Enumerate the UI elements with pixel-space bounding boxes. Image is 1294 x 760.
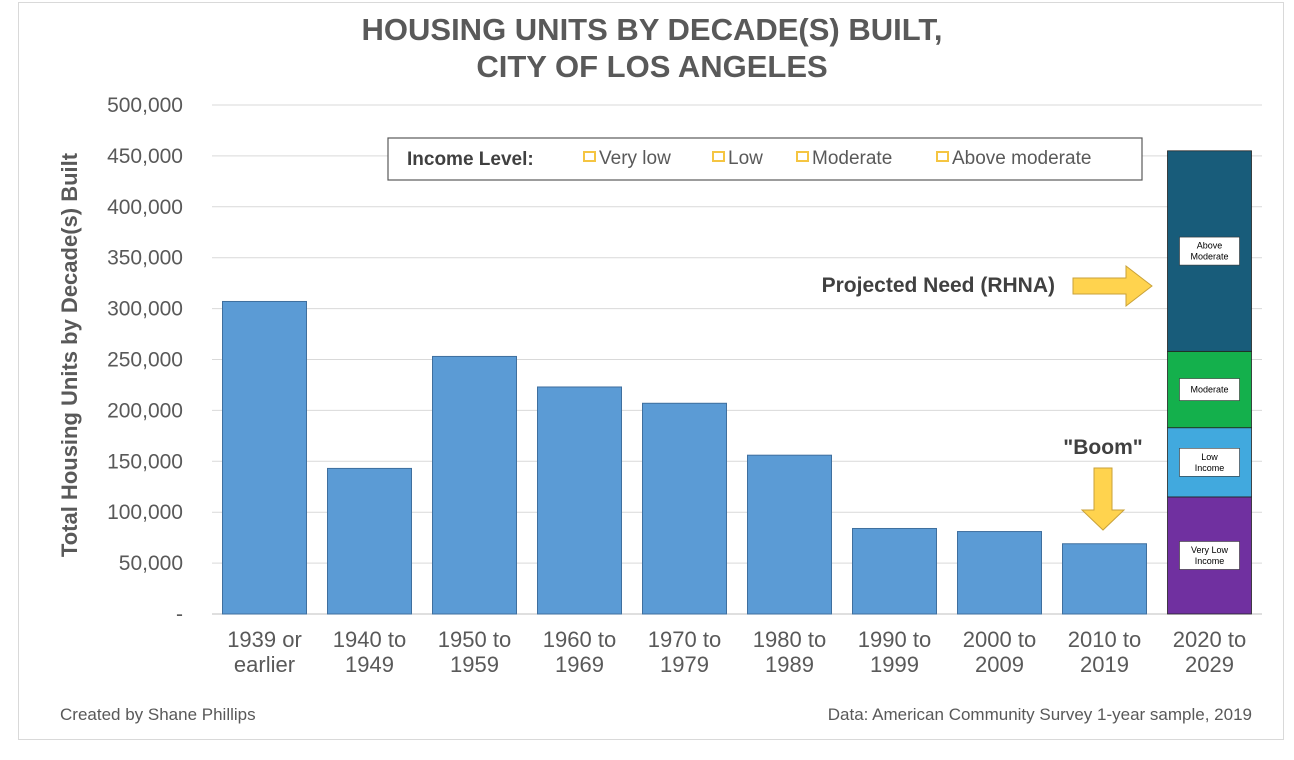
category-label: 2009 — [975, 652, 1024, 677]
y-tick-label: 500,000 — [107, 94, 183, 117]
category-label: 1979 — [660, 652, 709, 677]
bar — [537, 386, 622, 615]
legend-item-label: Moderate — [812, 148, 892, 169]
legend-title: Income Level: — [407, 149, 534, 170]
legend: Income Level: Very low Low Moderate Above m… — [387, 137, 1143, 181]
y-tick-label: 50,000 — [119, 552, 183, 575]
category-label: 1949 — [345, 652, 394, 677]
category-label: 2029 — [1185, 652, 1234, 677]
bar — [642, 402, 727, 615]
footer-credit: Created by Shane Phillips — [60, 705, 256, 724]
bar — [747, 454, 832, 615]
category-label: 1960 to — [543, 627, 616, 652]
y-tick-label: - — [176, 603, 183, 626]
segment-label: Income — [1195, 556, 1225, 566]
category-label: 2000 to — [963, 627, 1036, 652]
legend-marker-icon — [712, 151, 725, 162]
category-label: 1940 to — [333, 627, 406, 652]
y-tick-label: 200,000 — [107, 399, 183, 422]
segment-label: Moderate — [1190, 385, 1228, 395]
category-label: 2010 to — [1068, 627, 1141, 652]
legend-marker-icon — [583, 151, 596, 162]
legend-box — [387, 137, 1143, 181]
bar — [327, 467, 412, 615]
boom-arrow-icon — [1080, 467, 1126, 531]
category-label: 1990 to — [858, 627, 931, 652]
legend-item-label: Above moderate — [952, 148, 1091, 169]
segment-label: Very Low — [1191, 545, 1229, 555]
y-tick-label: 350,000 — [107, 247, 183, 270]
y-axis-title: Total Housing Units by Decade(s) Built — [57, 152, 82, 557]
legend-marker-icon — [796, 151, 809, 162]
category-label: 1969 — [555, 652, 604, 677]
legend-item-label: Very low — [599, 148, 671, 169]
segment-label: Above — [1197, 241, 1223, 251]
segment-label: Moderate — [1190, 252, 1228, 262]
projected-need-label: Projected Need (RHNA) — [822, 274, 1055, 297]
y-axis-ticks: - 50,000 100,000 150,000 200,000 250,000 300,0… — [107, 94, 183, 626]
projected-need-arrow-icon — [1072, 264, 1153, 308]
chart-title-line-1: HOUSING UNITS BY DECADE(S) BUILT, — [362, 12, 943, 47]
y-tick-label: 400,000 — [107, 196, 183, 219]
bar — [432, 355, 517, 615]
category-label: 1950 to — [438, 627, 511, 652]
bar — [1062, 543, 1147, 615]
y-tick-label: 100,000 — [107, 501, 183, 524]
category-label: 1959 — [450, 652, 499, 677]
y-tick-label: 300,000 — [107, 298, 183, 321]
bar — [852, 527, 937, 615]
y-tick-label: 150,000 — [107, 450, 183, 473]
category-label: 1970 to — [648, 627, 721, 652]
y-tick-label: 450,000 — [107, 145, 183, 168]
segment-label-box — [1179, 236, 1240, 266]
segment-label: Low — [1201, 452, 1218, 462]
legend-marker-icon — [936, 151, 949, 162]
boom-label: "Boom" — [1063, 436, 1142, 459]
category-label: 1999 — [870, 652, 919, 677]
segment-label-box — [1179, 448, 1240, 477]
category-label: 1980 to — [753, 627, 826, 652]
category-label: 1939 or — [227, 627, 302, 652]
y-tick-label: 250,000 — [107, 349, 183, 372]
category-label: 2019 — [1080, 652, 1129, 677]
category-label: 2020 to — [1173, 627, 1246, 652]
segment-label-box — [1179, 541, 1240, 570]
category-label: earlier — [234, 652, 295, 677]
segment-label-box — [1179, 378, 1240, 401]
segment-label: Income — [1195, 463, 1225, 473]
category-label: 1989 — [765, 652, 814, 677]
footer-source: Data: American Community Survey 1-year s… — [828, 705, 1252, 724]
legend-items: Very low Low Moderate Above moderate — [583, 148, 1091, 169]
bar — [957, 531, 1042, 615]
bars — [222, 300, 1147, 615]
bar — [222, 300, 307, 615]
chart-title-line-2: CITY OF LOS ANGELES — [476, 49, 827, 84]
projected-need-stack: Very LowIncomeLowIncomeModerateAboveMode… — [1167, 150, 1252, 615]
legend-item-label: Low — [728, 148, 763, 169]
